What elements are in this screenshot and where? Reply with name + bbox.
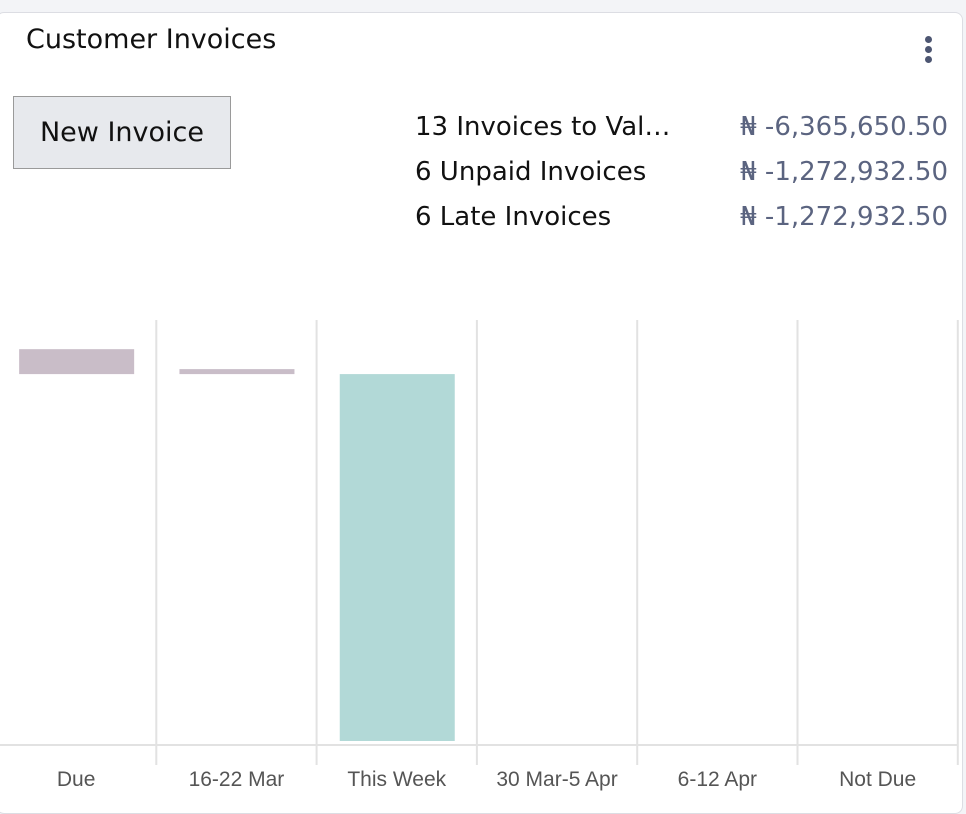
x-tick-label: This Week — [347, 768, 446, 791]
stat-unpaid[interactable]: 6 Unpaid Invoices ₦ -1,272,932.50 — [415, 149, 948, 194]
stat-amount: ₦ -6,365,650.50 — [740, 111, 948, 142]
bar-due[interactable] — [19, 349, 135, 375]
bar-16-22-mar[interactable] — [179, 369, 295, 375]
invoice-stats: 13 Invoices to Vali… ₦ -6,365,650.50 6 U… — [415, 104, 948, 239]
stat-to-validate[interactable]: 13 Invoices to Vali… ₦ -6,365,650.50 — [415, 104, 948, 149]
stat-amount: ₦ -1,272,932.50 — [740, 156, 948, 187]
x-tick-label: 30 Mar-5 Apr — [496, 768, 617, 791]
x-tick-label: Due — [57, 768, 96, 791]
x-tick-label: Not Due — [839, 768, 916, 791]
new-invoice-button[interactable]: New Invoice — [13, 96, 231, 169]
card-title: Customer Invoices — [26, 24, 277, 55]
stat-late[interactable]: 6 Late Invoices ₦ -1,272,932.50 — [415, 194, 948, 239]
x-tick-label: 16-22 Mar — [189, 768, 285, 791]
stat-amount: ₦ -1,272,932.50 — [740, 201, 948, 232]
kebab-vertical-icon[interactable] — [922, 36, 934, 66]
x-tick-label: 6-12 Apr — [678, 768, 757, 791]
bar-this-week[interactable] — [339, 374, 455, 741]
